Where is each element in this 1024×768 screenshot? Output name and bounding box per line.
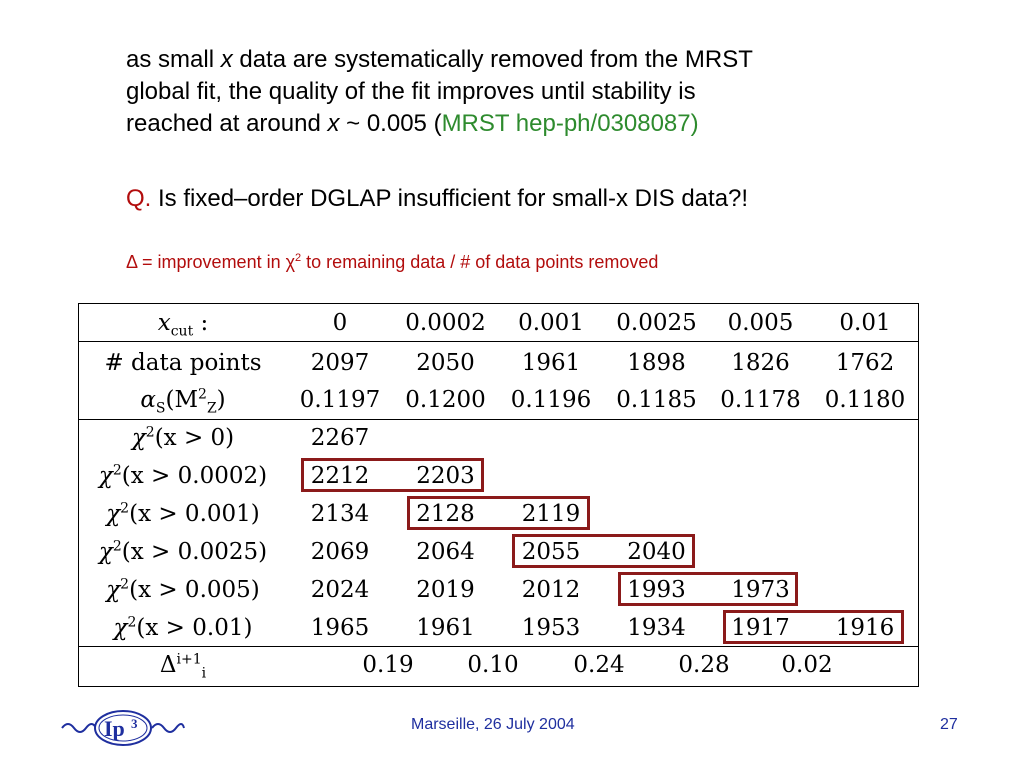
xcut-value: 0.005: [727, 310, 794, 336]
chi2-value: 2119: [521, 501, 581, 527]
chi2-value: 1953: [521, 615, 581, 641]
question-text: Is fixed–order DGLAP insufficient for sm…: [151, 185, 749, 212]
row-label-datapoints: # data points: [104, 350, 262, 376]
reference-link: MRST hep-ph/0308087): [441, 110, 699, 137]
highlight-box: [407, 496, 590, 530]
xcut-value: 0.001: [518, 310, 584, 336]
chi2-value: 1916: [835, 615, 895, 641]
datapoints-value: 2097: [310, 350, 370, 376]
table-rule: [79, 341, 918, 342]
highlight-box: [512, 534, 695, 568]
xcut-value: 0.01: [839, 310, 891, 336]
datapoints-value: 1762: [835, 350, 895, 376]
logo-text: Ip: [104, 716, 125, 741]
row-label-chi2: χ2(x > 0.001): [106, 500, 260, 527]
chi2-value: 2203: [416, 463, 475, 489]
footer-location-date: Marseille, 26 July 2004: [411, 716, 575, 733]
alpha-value: 0.1178: [720, 387, 801, 413]
row-label-chi2: χ2(x > 0.01): [113, 614, 253, 641]
logo-superscript: 3: [131, 716, 138, 731]
chi2-value: 2267: [310, 425, 370, 451]
ip3-logo-icon: Ip 3: [61, 710, 185, 746]
chi2-value: 1973: [731, 577, 790, 603]
chi2-value: 2064: [416, 539, 475, 565]
alpha-value: 0.1185: [616, 387, 697, 413]
delta-value: 0.19: [362, 652, 414, 678]
chi2-value: 2212: [310, 463, 370, 489]
datapoints-value: 1826: [731, 350, 790, 376]
delta-value: 0.10: [467, 652, 519, 678]
chi2-value: 2040: [627, 539, 686, 565]
chi2-value: 1961: [416, 615, 475, 641]
highlight-box: [301, 458, 484, 492]
page-number: 27: [940, 716, 958, 733]
row-label-chi2: χ2(x > 0.005): [106, 576, 260, 603]
row-label-chi2: χ2(x > 0): [131, 424, 235, 451]
delta-definition: Δ = improvement in χ2 to remaining data …: [126, 252, 659, 272]
intro-line-1: as small x data are systematically remov…: [126, 46, 753, 73]
intro-line-2: global fit, the quality of the fit impro…: [126, 78, 696, 105]
alpha-value: 0.1200: [405, 387, 486, 413]
datapoints-value: 2050: [416, 350, 475, 376]
row-label-delta: Δi+1i: [159, 651, 207, 682]
chi2-value: 1934: [627, 615, 686, 641]
highlight-box: [723, 610, 904, 644]
question-line: Q. Is fixed–order DGLAP insufficient for…: [126, 183, 748, 215]
chi2-value: 1993: [627, 577, 686, 603]
datapoints-value: 1898: [627, 350, 686, 376]
table-rule: [79, 419, 918, 420]
datapoints-value: 1961: [521, 350, 581, 376]
intro-line-3: reached at around x ~ 0.005 (MRST hep-ph…: [126, 110, 699, 137]
delta-value: 0.28: [678, 652, 730, 678]
xcut-value: 0.0025: [616, 310, 697, 336]
ip3-logo: Ip 3: [60, 706, 185, 755]
chi2-value: 1917: [731, 615, 790, 641]
row-label-xcut: xcut :: [157, 310, 209, 340]
xcut-value: 0: [332, 310, 348, 336]
chi2-value: 2012: [521, 577, 581, 603]
chi2-value: 2019: [416, 577, 475, 603]
row-label-chi2: χ2(x > 0.0025): [98, 538, 268, 565]
row-label-chi2: χ2(x > 0.0002): [98, 462, 268, 489]
question-prefix: Q.: [126, 185, 152, 212]
highlight-box: [618, 572, 798, 606]
xcut-results-table: xcut : # data points αS(M2Z) χ2(x > 0) χ2…: [78, 303, 919, 687]
chi2-value: 2128: [416, 501, 475, 527]
chi2-value: 2024: [310, 577, 370, 603]
alpha-value: 0.1196: [510, 387, 592, 413]
delta-value: 0.02: [781, 652, 833, 678]
chi2-value: 2134: [310, 501, 370, 527]
delta-value: 0.24: [573, 652, 625, 678]
chi2-value: 1965: [310, 615, 370, 641]
alpha-value: 0.1197: [299, 387, 381, 413]
alpha-value: 0.1180: [824, 387, 906, 413]
intro-paragraph: as small x data are systematically remov…: [126, 44, 926, 140]
chi2-value: 2069: [310, 539, 370, 565]
xcut-value: 0.0002: [405, 310, 486, 336]
chi2-value: 2055: [521, 539, 581, 565]
row-label-alpha-s: αS(M2Z): [140, 386, 226, 417]
table-rule: [79, 646, 918, 647]
